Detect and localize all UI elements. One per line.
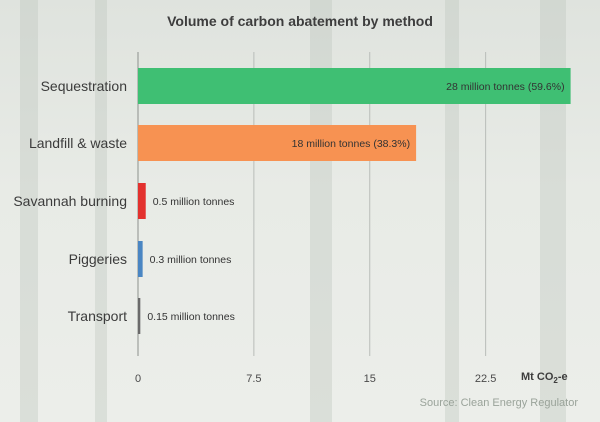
- x-tick-label: 15: [363, 373, 376, 385]
- bar-data-label: 0.3 million tonnes: [150, 254, 232, 266]
- chart-title: Volume of carbon abatement by method: [167, 13, 433, 29]
- category-label: Piggeries: [68, 251, 127, 267]
- bar-data-label: 0.5 million tonnes: [153, 196, 235, 208]
- category-label: Landfill & waste: [28, 135, 127, 151]
- source-note: Source: Clean Energy Regulator: [419, 397, 578, 409]
- background-tree: [445, 0, 459, 422]
- background-tree: [95, 0, 107, 422]
- background-tree: [20, 0, 38, 422]
- x-tick-label: 0: [134, 373, 142, 385]
- bar-0: [138, 68, 571, 104]
- bar-data-label: 28 million tonnes (59.6%): [446, 81, 564, 93]
- background-tree: [310, 0, 332, 422]
- category-label: Sequestration: [40, 78, 127, 94]
- x-tick-label: 22.5: [474, 373, 497, 385]
- category-label: Transport: [67, 308, 127, 324]
- bar-4: [138, 298, 141, 334]
- x-tick-label: 7.5: [246, 373, 262, 385]
- bar-data-label: 18 million tonnes (38.3%): [292, 138, 410, 150]
- category-label: Savannah burning: [13, 193, 127, 209]
- bar-2: [138, 183, 146, 219]
- bar-1: [138, 125, 417, 161]
- x-axis-unit-label: Mt CO2-e: [521, 371, 568, 386]
- bar-data-label: 0.15 million tonnes: [147, 311, 235, 323]
- bar-3: [138, 241, 143, 277]
